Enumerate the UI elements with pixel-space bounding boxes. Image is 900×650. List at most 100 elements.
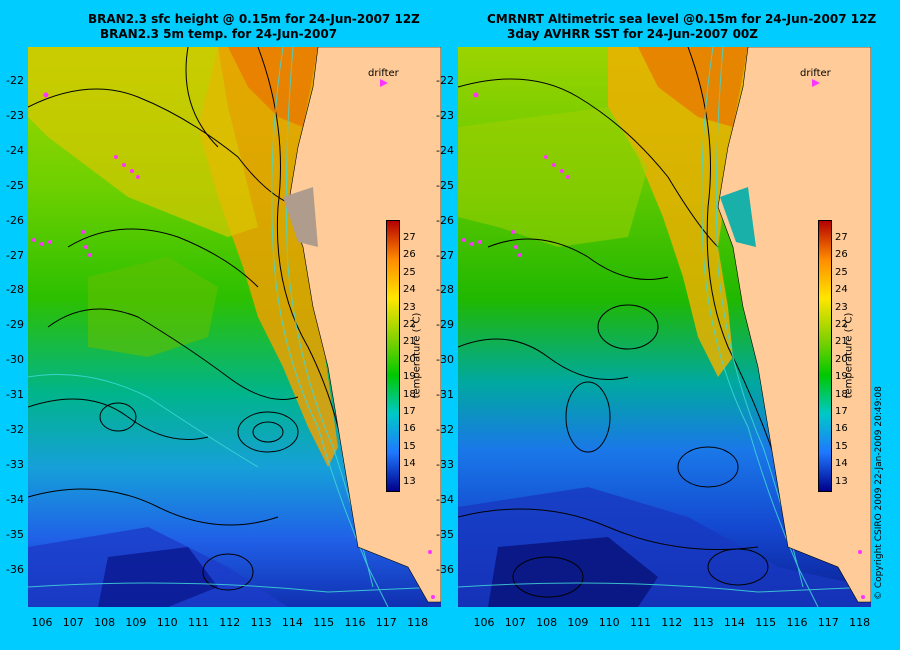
colorbar-tick-label: 24 xyxy=(403,284,416,296)
latitude-tick-label: -27 xyxy=(436,248,454,262)
latitude-tick-label: -24 xyxy=(436,143,454,157)
latitude-tick-label: -28 xyxy=(6,283,24,297)
longitude-tick-label: 106 xyxy=(473,616,495,629)
colorbar-tick-label: 25 xyxy=(403,266,416,278)
latitude-tick-label: -35 xyxy=(436,527,454,541)
left-sst-map xyxy=(28,47,441,607)
longitude-tick-label: 115 xyxy=(755,616,777,629)
longitude-tick-label: 116 xyxy=(344,616,366,629)
longitude-tick-label: 109 xyxy=(567,616,589,629)
latitude-tick-label: -32 xyxy=(436,423,454,436)
latitude-tick-label: -29 xyxy=(6,318,24,332)
longitude-tick-label: 109 xyxy=(125,616,147,629)
longitude-tick-label: 111 xyxy=(630,616,651,629)
right-title-line2: 3day AVHRR SST for 24-Jun-2007 00Z xyxy=(507,27,758,41)
colorbar-tick-label: 26 xyxy=(835,249,848,261)
colorbar-tick-label: 23 xyxy=(835,301,848,313)
colorbar-tick-label: 27 xyxy=(835,232,848,243)
longitude-tick-label: 118 xyxy=(407,616,429,629)
colorbar-tick-label: 20 xyxy=(403,353,416,365)
left-height-contours xyxy=(28,47,359,591)
longitude-tick-label: 117 xyxy=(817,616,839,629)
colorbar-tick-label: 13 xyxy=(835,475,848,487)
right-title-line1: CMRNRT Altimetric sea level @0.15m for 2… xyxy=(487,12,877,26)
longitude-tick-label: 113 xyxy=(692,616,714,629)
latitude-tick-label: -25 xyxy=(436,178,454,192)
longitude-tick-label: 115 xyxy=(313,616,335,629)
right-colorbar xyxy=(818,220,832,492)
left-shark-bay-shallows xyxy=(283,187,318,247)
latitude-tick-label: -35 xyxy=(6,527,24,541)
right-australia-land xyxy=(717,47,871,603)
colorbar-tick-label: 14 xyxy=(403,458,416,470)
latitude-tick-label: -25 xyxy=(6,178,24,192)
left-drifter-arrow-icon xyxy=(380,79,388,87)
colorbar-tick-label: 18 xyxy=(403,388,416,400)
right-drifter-tracks xyxy=(462,92,865,599)
right-drifter-label: drifter xyxy=(800,68,831,79)
left-colorbar xyxy=(386,220,400,492)
left-title-line2: BRAN2.3 5m temp. for 24-Jun-2007 xyxy=(100,27,338,41)
left-colorbar-label: temperature (°C) xyxy=(411,312,423,399)
longitude-tick-label: 108 xyxy=(94,616,116,629)
colorbar-tick-label: 21 xyxy=(835,336,848,348)
longitude-tick-label: 114 xyxy=(723,616,745,629)
colorbar-tick-label: 22 xyxy=(835,319,848,330)
latitude-tick-label: -31 xyxy=(6,388,24,402)
latitude-tick-label: -33 xyxy=(6,457,24,471)
longitude-tick-label: 112 xyxy=(661,616,683,629)
colorbar-tick-label: 14 xyxy=(835,458,848,470)
longitude-tick-label: 113 xyxy=(250,616,272,629)
latitude-tick-label: -23 xyxy=(436,108,454,122)
longitude-tick-label: 114 xyxy=(281,616,303,629)
latitude-tick-label: -26 xyxy=(436,213,454,227)
right-drifter-arrow-icon xyxy=(812,79,820,87)
right-sst-map xyxy=(458,47,871,607)
longitude-tick-label: 110 xyxy=(598,616,620,629)
right-map-panel xyxy=(458,47,871,607)
colorbar-tick-label: 20 xyxy=(835,353,848,365)
colorbar-tick-label: 22 xyxy=(403,319,416,330)
colorbar-tick-label: 15 xyxy=(403,440,416,452)
colorbar-tick-label: 17 xyxy=(835,406,848,417)
longitude-tick-label: 108 xyxy=(536,616,558,629)
latitude-tick-label: -36 xyxy=(6,562,24,576)
latitude-tick-label: -36 xyxy=(436,562,454,576)
longitude-tick-label: 110 xyxy=(156,616,178,629)
colorbar-tick-label: 19 xyxy=(403,371,416,383)
right-height-contours xyxy=(458,47,779,598)
latitude-tick-label: -34 xyxy=(436,492,454,506)
colorbar-tick-label: 27 xyxy=(403,232,416,243)
longitude-tick-label: 116 xyxy=(786,616,808,629)
left-title-line1: BRAN2.3 sfc height @ 0.15m for 24-Jun-20… xyxy=(88,12,420,26)
colorbar-tick-label: 13 xyxy=(403,475,416,487)
longitude-tick-label: 118 xyxy=(849,616,871,629)
latitude-tick-label: -30 xyxy=(6,353,24,367)
copyright-notice: © Copyright CSIRO 2009 22-Jan-2009 20:49… xyxy=(874,386,884,600)
colorbar-tick-label: 16 xyxy=(835,423,848,435)
latitude-tick-label: -31 xyxy=(436,388,454,402)
colorbar-tick-label: 18 xyxy=(835,388,848,400)
colorbar-tick-label: 21 xyxy=(403,336,416,348)
left-australia-land xyxy=(287,47,441,603)
colorbar-tick-label: 15 xyxy=(835,440,848,452)
latitude-tick-label: -22 xyxy=(436,74,454,87)
right-colorbar-label: temperature (°C) xyxy=(843,312,855,399)
longitude-tick-label: 107 xyxy=(504,616,526,629)
latitude-tick-label: -27 xyxy=(6,248,24,262)
colorbar-tick-label: 26 xyxy=(403,249,416,261)
colorbar-tick-label: 19 xyxy=(835,371,848,383)
latitude-tick-label: -22 xyxy=(6,74,24,87)
latitude-tick-label: -30 xyxy=(436,353,454,367)
colorbar-tick-label: 17 xyxy=(403,406,416,417)
latitude-tick-label: -34 xyxy=(6,492,24,506)
colorbar-tick-label: 23 xyxy=(403,301,416,313)
latitude-tick-label: -23 xyxy=(6,108,24,122)
latitude-tick-label: -26 xyxy=(6,213,24,227)
longitude-tick-label: 111 xyxy=(188,616,209,629)
latitude-tick-label: -24 xyxy=(6,143,24,157)
latitude-tick-label: -28 xyxy=(436,283,454,297)
right-shark-bay-shallows xyxy=(720,187,756,247)
left-drifter-label: drifter xyxy=(368,68,399,79)
latitude-tick-label: -33 xyxy=(436,457,454,471)
